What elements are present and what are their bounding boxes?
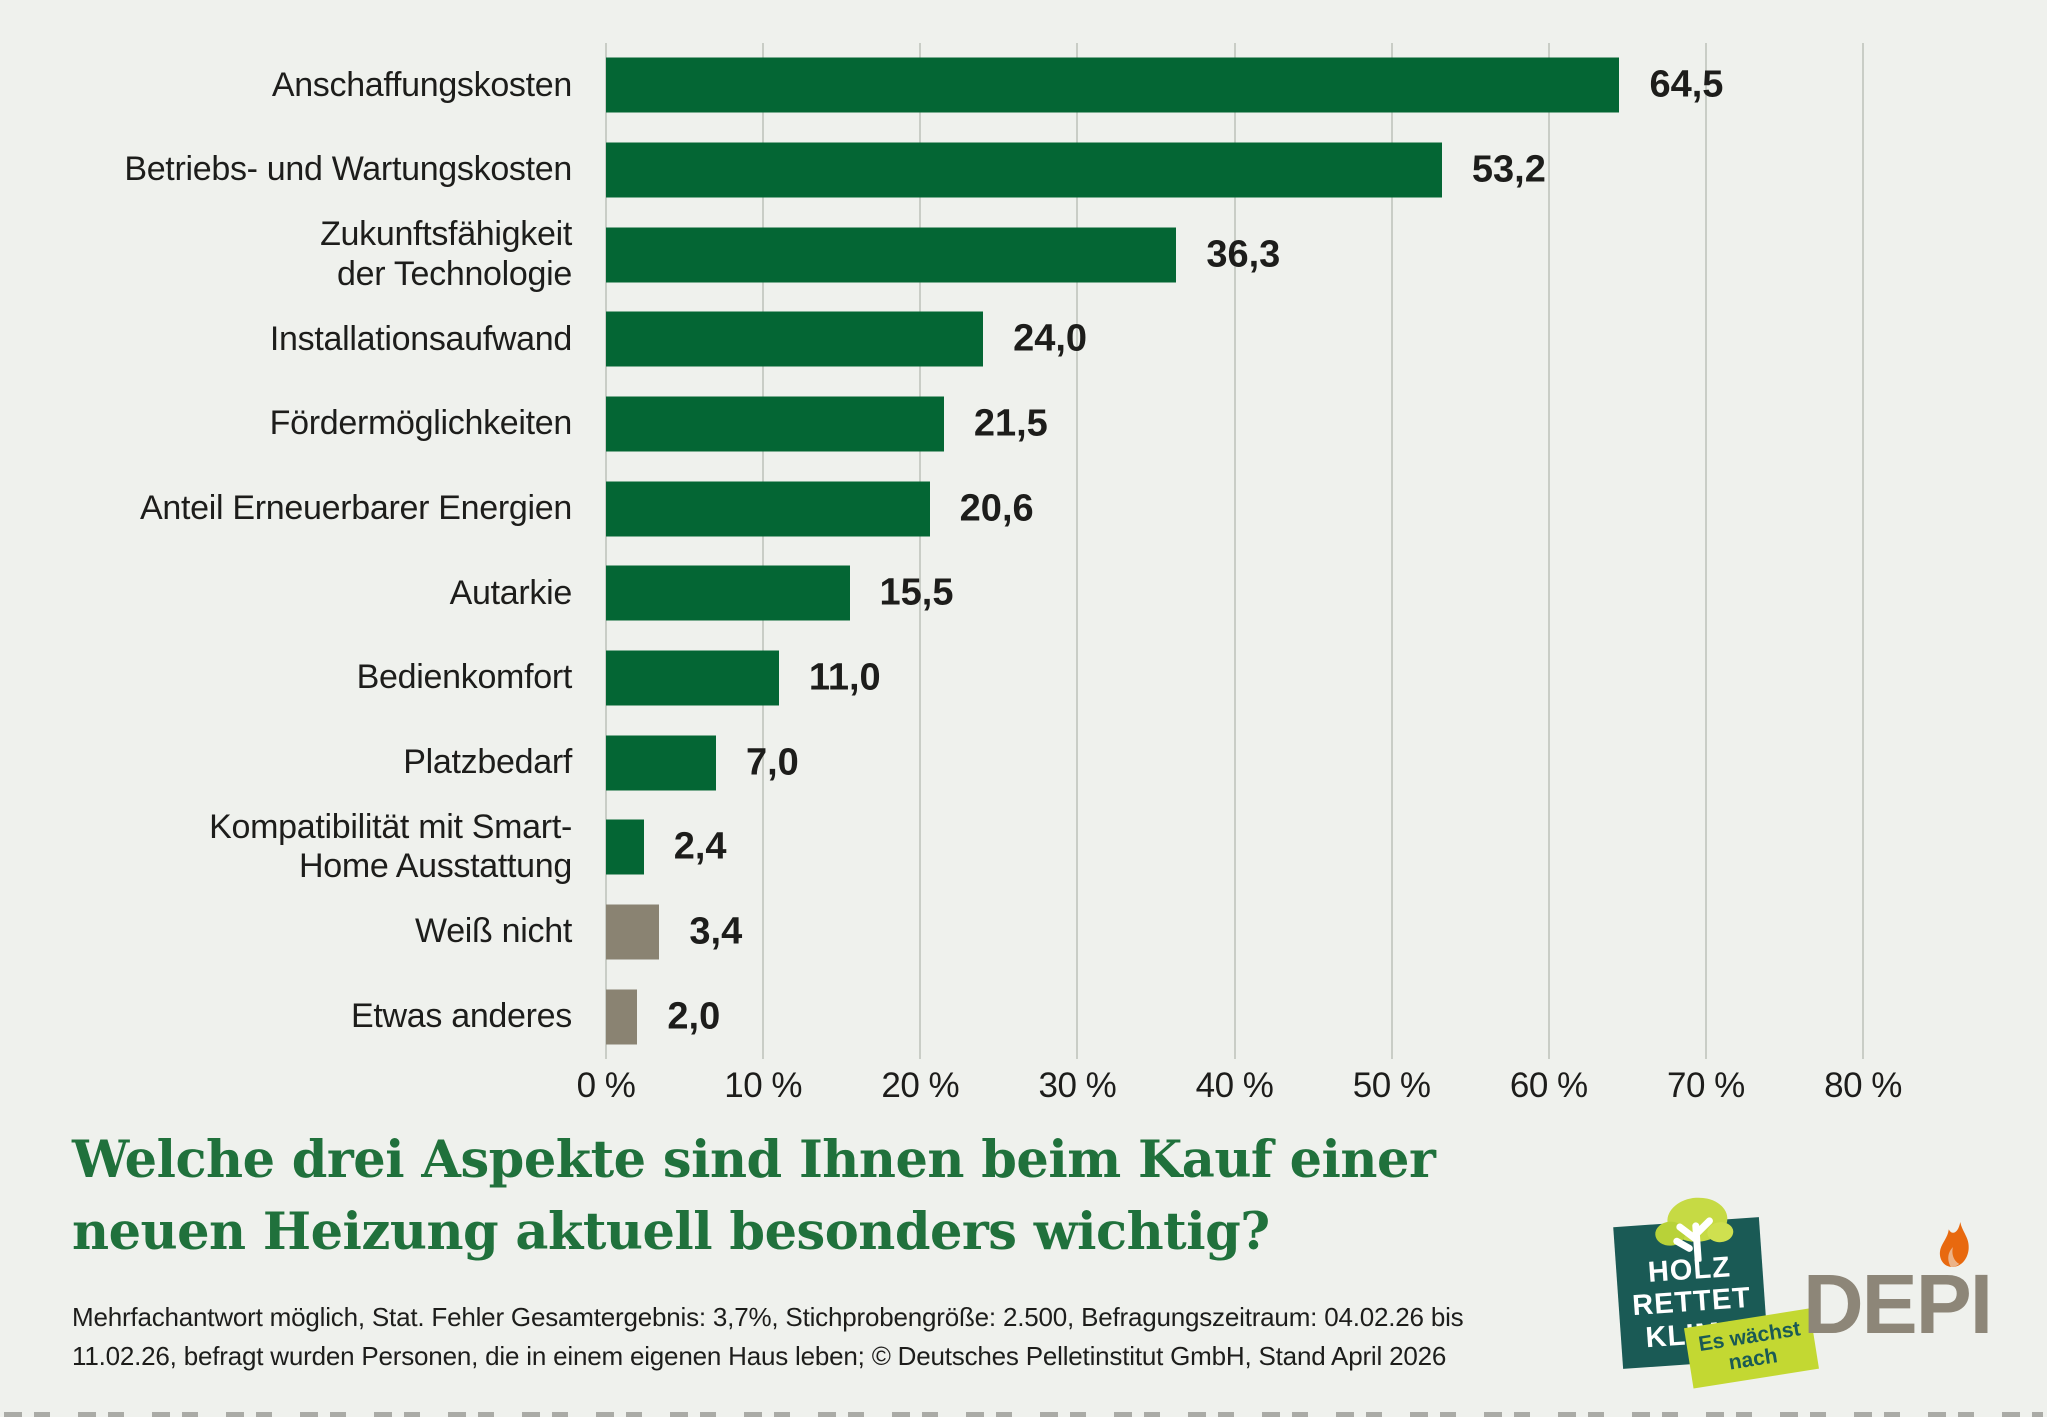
- bar-value-label: 64,5: [1649, 63, 1724, 106]
- bar-value-label: 3,4: [689, 910, 743, 953]
- category-labels-column: Anschaffungskosten Betriebs- und Wartungs…: [0, 43, 588, 1059]
- title-line-2: neuen Heizung aktuell besonders wichtig?: [72, 1202, 1270, 1263]
- bar: [606, 57, 1620, 113]
- tree-icon: [1655, 1197, 1734, 1264]
- bar-row: 24,0: [606, 297, 1863, 382]
- bar-value-label: 7,0: [745, 741, 799, 784]
- bar: [606, 311, 984, 367]
- bar: [606, 819, 644, 875]
- bar: [606, 989, 638, 1045]
- category-label: Anteil Erneuerbarer Energien: [140, 488, 572, 527]
- gridline: [1704, 43, 1707, 1059]
- gridline: [1233, 43, 1236, 1059]
- gridline: [919, 43, 922, 1059]
- bar-row: 53,2: [606, 128, 1863, 213]
- footnote-line-1: Mehrfachantwort möglich, Stat. Fehler Ge…: [72, 1302, 1464, 1332]
- bar: [606, 142, 1442, 198]
- x-tick-label: 0 %: [576, 1066, 636, 1105]
- category-label: Kompatibilität mit Smart- Home Ausstattun…: [209, 807, 572, 886]
- x-axis-tick-labels: 0 % 10 % 20 % 30 % 40 % 50 % 60 % 70 % 80 %: [577, 1066, 1903, 1108]
- plot-area: 64,5 53,2 36,3 24,0 21,5 20,6 15,5 11,0 7,0 2,4 3,…: [605, 43, 1864, 1059]
- category-label: Zukunftsfähigkeit der Technologie: [320, 215, 572, 293]
- x-tick-label: 70 %: [1666, 1066, 1745, 1105]
- category-label: Fördermöglichkeiten: [269, 404, 573, 443]
- x-tick-label: 30 %: [1038, 1066, 1117, 1105]
- bar-row: 7,0: [606, 720, 1863, 805]
- gridline: [1076, 43, 1079, 1059]
- x-tick-label: 10 %: [724, 1066, 803, 1105]
- bar: [606, 904, 660, 960]
- bar-value-label: 15,5: [879, 571, 954, 614]
- bars-layer: 64,5 53,2 36,3 24,0 21,5 20,6 15,5 11,0 7,0 2,4 3,…: [606, 43, 1863, 1059]
- bar-row: 2,0: [606, 974, 1863, 1059]
- bar: [606, 565, 850, 621]
- bar-row: 64,5: [606, 43, 1863, 128]
- x-tick-label: 40 %: [1195, 1066, 1274, 1105]
- gridline: [605, 43, 607, 1059]
- category-label: Autarkie: [449, 573, 573, 612]
- bar-row: 11,0: [606, 636, 1863, 721]
- bar-row: 21,5: [606, 382, 1863, 467]
- bar-row: 36,3: [606, 212, 1863, 297]
- bar: [606, 481, 930, 537]
- title-line-1: Welche drei Aspekte sind Ihnen beim Kauf…: [72, 1130, 1436, 1190]
- x-tick-label: 80 %: [1824, 1066, 1902, 1105]
- footnote-line-2: 11.02.26, befragt wurden Personen, die i…: [72, 1341, 1447, 1371]
- chart-question-title: Welche drei Aspekte sind Ihnen beim Kauf…: [72, 1124, 1472, 1269]
- cropped-text-artifact: [4, 1412, 2043, 1417]
- bar-value-label: 21,5: [973, 402, 1048, 445]
- bar-value-label: 24,0: [1013, 317, 1088, 360]
- gridline: [1862, 43, 1864, 1059]
- category-label: Platzbedarf: [403, 742, 572, 781]
- depi-logo-text: DEPI: [1803, 1257, 1993, 1351]
- bar-value-label: 2,4: [673, 825, 727, 868]
- category-label: Etwas anderes: [350, 997, 572, 1035]
- bar: [606, 227, 1177, 283]
- category-label: Anschaffungskosten: [271, 65, 572, 104]
- category-label: Betriebs- und Wartungskosten: [124, 150, 572, 189]
- flame-icon: [1939, 1222, 1969, 1268]
- category-label: Installationsaufwand: [269, 319, 572, 358]
- gridline: [762, 43, 765, 1059]
- category-label: Weiß nicht: [415, 912, 572, 951]
- bar: [606, 396, 944, 452]
- bar: [606, 650, 779, 706]
- x-tick-label: 60 %: [1509, 1066, 1588, 1105]
- bar-value-label: 53,2: [1471, 148, 1546, 191]
- bar-row: 20,6: [606, 466, 1863, 551]
- bar-value-label: 36,3: [1206, 233, 1281, 276]
- source-footnote: Mehrfachantwort möglich, Stat. Fehler Ge…: [72, 1298, 1552, 1376]
- category-label: Bedienkomfort: [356, 658, 573, 697]
- bar-value-label: 11,0: [808, 656, 881, 699]
- gridline: [1547, 43, 1550, 1059]
- bar-row: 15,5: [606, 551, 1863, 636]
- x-tick-label: 50 %: [1352, 1066, 1431, 1105]
- gridline: [1390, 43, 1393, 1059]
- bar-row: 3,4: [606, 890, 1863, 975]
- bar-value-label: 20,6: [959, 487, 1034, 530]
- x-tick-label: 20 %: [881, 1066, 960, 1105]
- bar: [606, 735, 716, 791]
- bar-row: 2,4: [606, 805, 1863, 890]
- bar-value-label: 2,0: [667, 995, 721, 1038]
